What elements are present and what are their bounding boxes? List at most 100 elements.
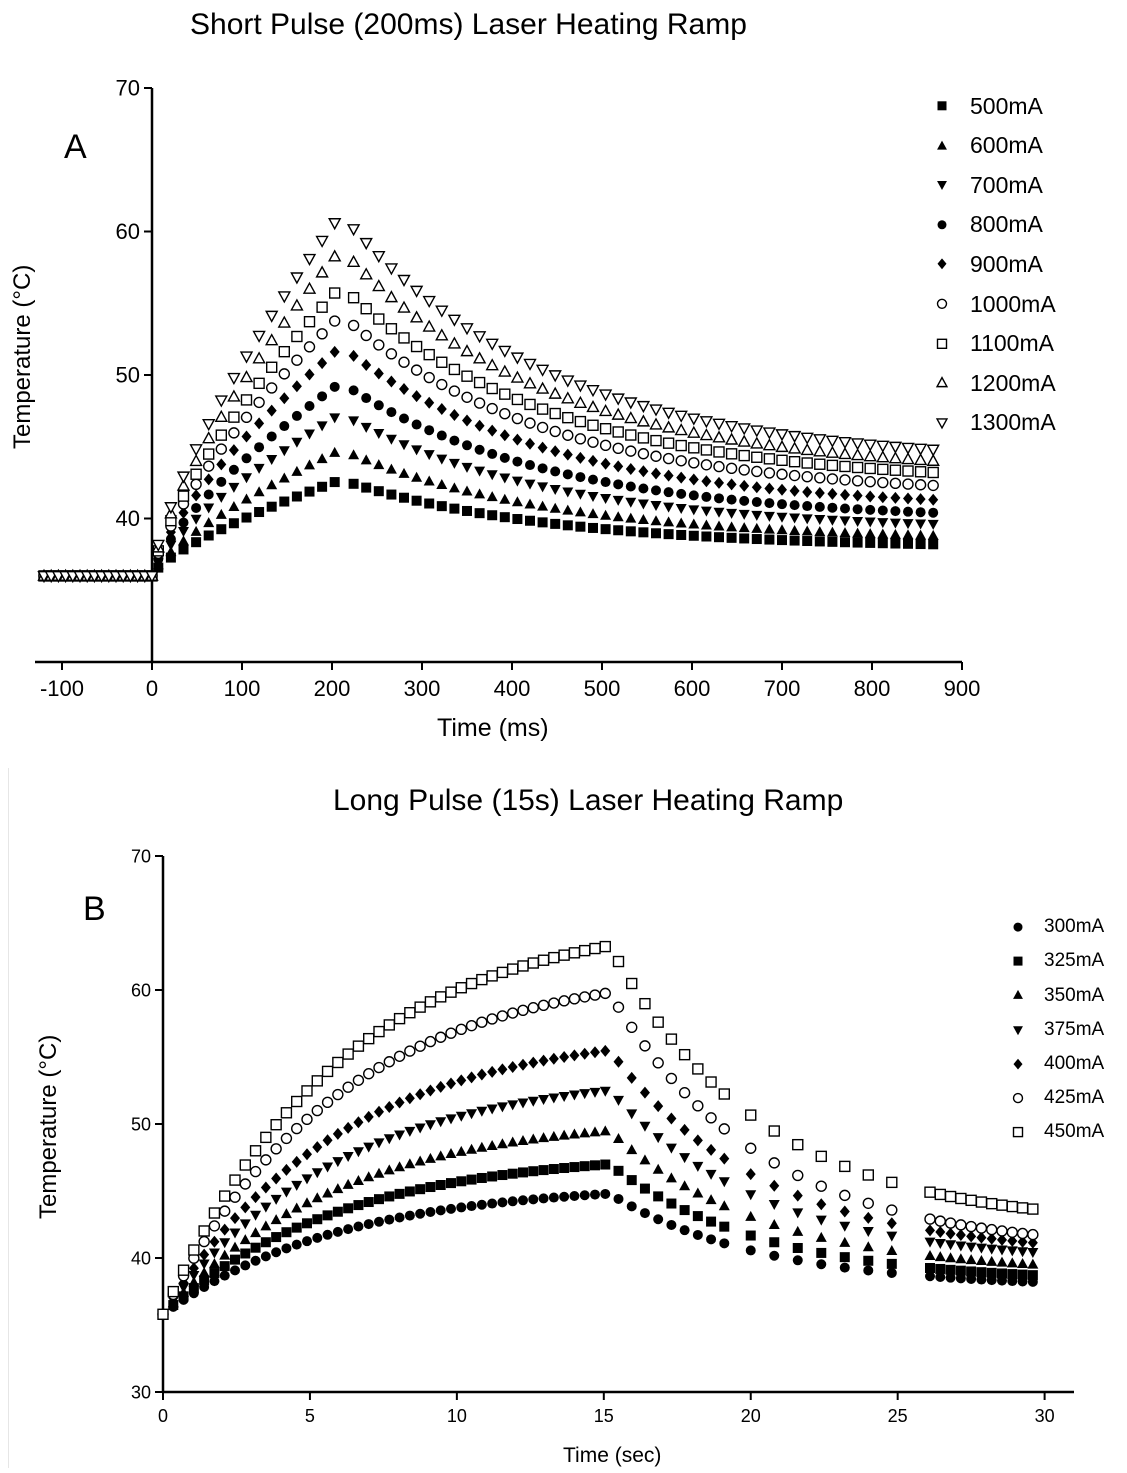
data-point <box>398 467 410 478</box>
data-point <box>915 519 927 530</box>
data-point <box>455 1111 467 1122</box>
data-point <box>789 484 800 497</box>
data-point <box>801 457 813 469</box>
data-point <box>699 428 714 441</box>
data-point <box>769 1237 780 1248</box>
data-point <box>976 1231 987 1244</box>
data-point <box>726 478 737 491</box>
data-point <box>524 417 536 429</box>
data-point <box>271 1247 282 1258</box>
data-point <box>840 537 850 548</box>
data-point <box>188 1244 200 1256</box>
data-point <box>865 537 876 548</box>
data-point <box>476 1106 488 1117</box>
data-point <box>712 430 726 443</box>
data-point <box>996 1245 1008 1256</box>
data-point <box>599 987 611 1000</box>
data-point <box>701 475 712 488</box>
data-point <box>394 1212 405 1223</box>
data-point <box>665 1143 677 1154</box>
chart-title: Long Pulse (15s) Laser Heating Ramp <box>333 784 844 817</box>
data-point <box>178 517 189 528</box>
panel-divider <box>8 768 9 1468</box>
data-point <box>935 1226 946 1239</box>
data-point <box>650 515 662 526</box>
data-point <box>385 348 398 360</box>
data-point <box>253 463 265 474</box>
data-point <box>524 398 536 411</box>
data-point <box>165 540 177 551</box>
data-point <box>700 444 713 456</box>
data-point <box>997 1233 1008 1246</box>
data-point <box>573 380 588 393</box>
data-point <box>625 445 637 457</box>
data-point <box>975 1243 987 1254</box>
data-point <box>517 1135 529 1146</box>
data-point <box>260 1251 271 1262</box>
data-point <box>839 516 851 527</box>
data-point <box>612 1001 625 1013</box>
data-point <box>278 345 290 358</box>
data-point <box>499 512 510 523</box>
data-point <box>485 338 499 351</box>
data-point <box>322 1229 333 1240</box>
data-point <box>750 425 764 438</box>
data-point <box>461 370 473 382</box>
data-point <box>692 1161 704 1172</box>
data-point <box>229 1254 240 1265</box>
y-tick-label: 50 <box>131 1114 151 1134</box>
data-point <box>600 457 611 470</box>
data-point <box>384 1100 395 1113</box>
data-point <box>198 1267 210 1278</box>
data-point <box>250 1210 262 1221</box>
data-point <box>663 502 675 513</box>
chart-panel-b: Long Pulse (15s) Laser Heating Ramp B 0 5… <box>0 760 1127 1473</box>
x-tick-label: 500 <box>584 676 621 701</box>
data-point <box>589 1189 600 1200</box>
data-point <box>688 442 700 454</box>
data-point <box>714 532 724 543</box>
data-point <box>383 1134 395 1145</box>
data-point <box>701 491 712 502</box>
data-point <box>209 1276 220 1287</box>
legend-marker-glyph <box>1012 1092 1024 1104</box>
data-point <box>714 476 724 489</box>
legend-item: 1200mA <box>932 363 1112 403</box>
data-point <box>903 492 913 505</box>
data-point <box>777 499 787 510</box>
data-point <box>302 281 317 294</box>
data-point <box>535 364 550 377</box>
data-point <box>705 1194 717 1205</box>
data-point <box>599 940 611 953</box>
data-point <box>926 444 940 457</box>
data-point <box>600 509 612 520</box>
data-point <box>209 1268 220 1279</box>
legend-marker-glyph <box>935 376 949 388</box>
data-point <box>679 1153 691 1164</box>
data-point <box>397 300 411 313</box>
data-point <box>714 493 724 504</box>
data-point <box>249 1145 262 1157</box>
data-point <box>424 996 437 1008</box>
data-point <box>562 448 573 461</box>
data-point <box>877 538 888 549</box>
data-point <box>768 1218 780 1229</box>
data-point <box>966 1273 977 1284</box>
data-point <box>215 443 228 455</box>
data-point <box>935 1263 946 1274</box>
data-point <box>485 358 499 371</box>
x-tick-label: 600 <box>674 676 711 701</box>
data-point <box>281 1227 292 1238</box>
data-point <box>573 395 588 408</box>
legend-label: 1300mA <box>970 409 1056 436</box>
legend-item: 600mA <box>932 126 1112 166</box>
data-point <box>384 1191 395 1202</box>
data-point <box>864 462 876 475</box>
data-point <box>329 345 340 358</box>
data-point <box>764 498 775 509</box>
data-point <box>252 330 266 343</box>
data-point <box>548 1130 560 1141</box>
data-point <box>745 1168 756 1181</box>
data-point <box>886 1217 897 1230</box>
data-point <box>889 518 901 529</box>
